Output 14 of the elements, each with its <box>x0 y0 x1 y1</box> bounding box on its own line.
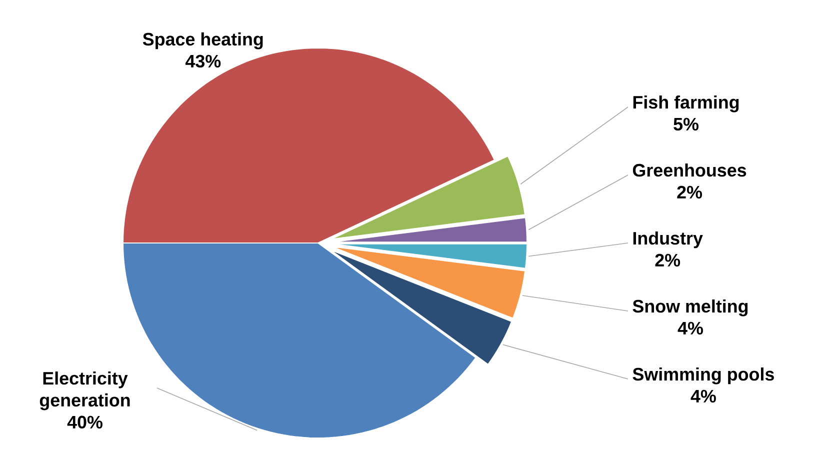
data-label: 2% <box>677 186 702 199</box>
slice-label: Space heating <box>142 32 263 50</box>
slice-label: Fish farming <box>633 95 739 112</box>
data-label: 2% <box>655 254 680 267</box>
data-label: 40% <box>67 416 102 428</box>
slice-label: Snow melting <box>632 299 748 316</box>
slice-label: Swimming pools <box>632 367 774 384</box>
data-label: 43% <box>185 54 221 68</box>
data-label: 4% <box>690 390 716 403</box>
slice-label: Industry <box>633 231 703 248</box>
data-label: 5% <box>674 118 698 131</box>
data-label: 4% <box>678 322 703 335</box>
slice-label: Greenhouses <box>632 163 746 177</box>
slice-label: Electricity generation <box>40 371 130 410</box>
